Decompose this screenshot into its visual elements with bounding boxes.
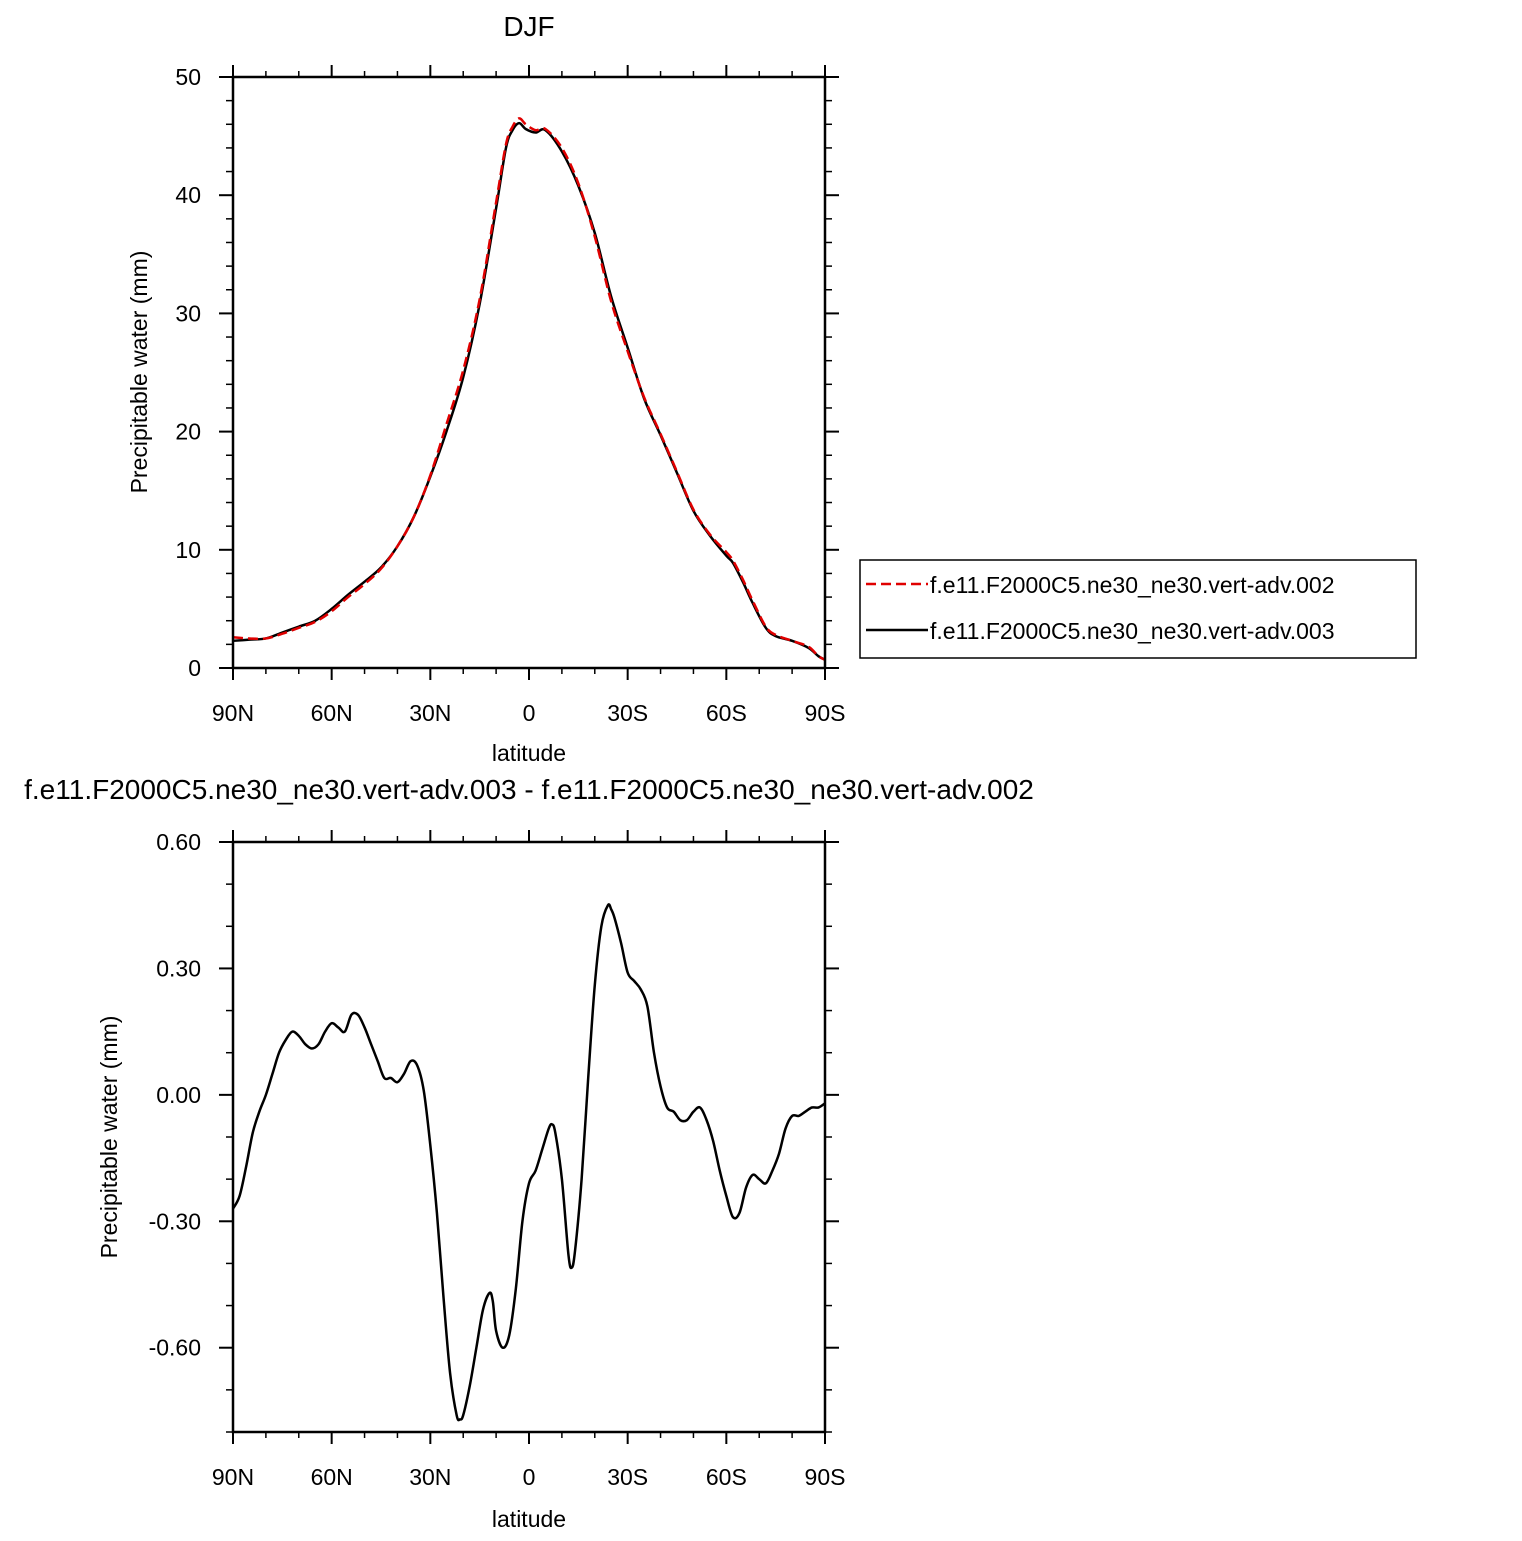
top-x-tick-label: 0 — [523, 700, 536, 726]
top-chart-title: DJF — [503, 11, 554, 42]
top-panel: DJF Precipitable water (mm) latitude 90N… — [126, 11, 1417, 766]
legend-box — [859, 559, 1417, 659]
bottom-x-tick-label: 30S — [607, 1464, 648, 1490]
legend: f.e11.F2000C5.ne30_ne30.vert-adv.002 f.e… — [859, 559, 1417, 659]
bottom-series-line-1 — [231, 903, 826, 1422]
top-y-tick-label: 10 — [175, 537, 201, 563]
top-x-tick-label: 30N — [409, 700, 451, 726]
bottom-x-tick-label: 60S — [706, 1464, 747, 1490]
top-x-tick-label: 60S — [706, 700, 747, 726]
top-tick-labels: 90N 60N 30N 0 30S 60S 90S 0 10 20 30 40 50 — [175, 64, 845, 726]
top-y-tick-label: 0 — [188, 655, 201, 681]
legend-label-series-003: f.e11.F2000C5.ne30_ne30.vert-adv.003 — [930, 618, 1335, 644]
bottom-x-tick-label: 90N — [212, 1464, 254, 1490]
top-x-axis-label: latitude — [492, 740, 566, 766]
bottom-chart-title: f.e11.F2000C5.ne30_ne30.vert-adv.003 - f… — [24, 774, 1034, 805]
top-x-tick-label: 30S — [607, 700, 648, 726]
bottom-axis-ticks — [219, 830, 839, 1444]
bottom-y-tick-label: -0.30 — [149, 1208, 201, 1234]
bottom-plot-frame — [231, 840, 827, 1434]
bottom-x-tick-label: 90S — [805, 1464, 846, 1490]
bottom-panel: f.e11.F2000C5.ne30_ne30.vert-adv.003 - f… — [24, 774, 1034, 1532]
bottom-x-tick-label: 60N — [311, 1464, 353, 1490]
bottom-y-axis-label: Precipitable water (mm) — [96, 1016, 122, 1259]
bottom-x-axis-label: latitude — [492, 1506, 566, 1532]
bottom-y-tick-label: 0.30 — [156, 955, 201, 981]
bottom-x-tick-label: 30N — [409, 1464, 451, 1490]
top-plot-frame — [231, 75, 827, 670]
bottom-y-tick-label: -0.60 — [149, 1335, 201, 1361]
top-x-tick-label: 90S — [805, 700, 846, 726]
top-y-tick-label: 20 — [175, 419, 201, 445]
bottom-y-tick-label: 0.00 — [156, 1082, 201, 1108]
bottom-y-tick-label: 0.60 — [156, 829, 201, 855]
top-series-line-2 — [232, 121, 826, 661]
bottom-tick-labels: 90N 60N 30N 0 30S 60S 90S -0.60 -0.30 0.00 0.30 0.6… — [149, 829, 846, 1490]
bottom-series — [231, 903, 826, 1422]
top-series-line-1 — [232, 117, 826, 661]
top-y-tick-label: 30 — [175, 300, 201, 326]
bottom-x-tick-label: 0 — [523, 1464, 536, 1490]
top-series — [232, 117, 826, 661]
legend-label-series-002: f.e11.F2000C5.ne30_ne30.vert-adv.002 — [930, 572, 1335, 598]
top-x-tick-label: 60N — [311, 700, 353, 726]
top-y-tick-label: 50 — [175, 64, 201, 90]
top-y-axis-label: Precipitable water (mm) — [126, 251, 152, 494]
top-y-tick-label: 40 — [175, 182, 201, 208]
top-x-tick-label: 90N — [212, 700, 254, 726]
